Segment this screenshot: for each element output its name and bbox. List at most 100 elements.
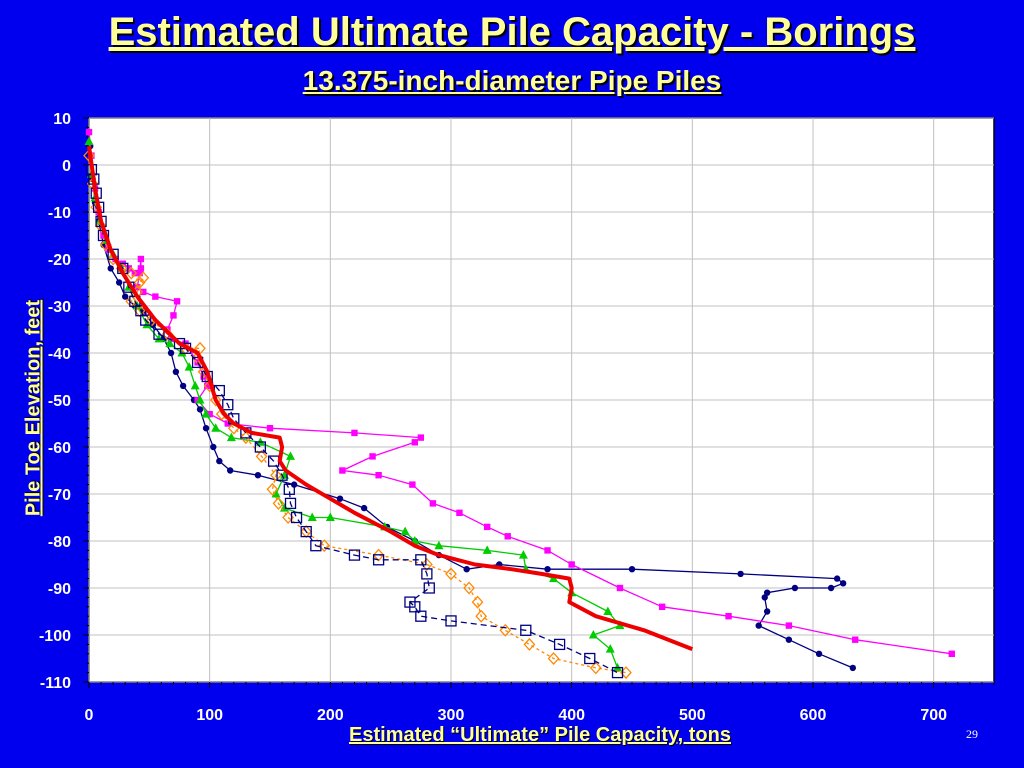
data-point xyxy=(605,644,615,653)
y-axis-label: Pile Toe Elevation, feet xyxy=(22,299,45,517)
data-point xyxy=(83,149,95,163)
data-point xyxy=(266,482,279,496)
data-point xyxy=(226,432,236,442)
data-point xyxy=(833,575,841,582)
data-point xyxy=(310,540,322,552)
data-point xyxy=(415,554,427,566)
data-point xyxy=(272,496,285,510)
data-point xyxy=(137,271,150,285)
data-point xyxy=(153,328,165,340)
data-point xyxy=(375,472,382,479)
data-point xyxy=(222,399,234,411)
data-point xyxy=(254,472,262,479)
y-tick-label: 10 xyxy=(53,111,71,128)
data-point xyxy=(351,429,358,437)
data-point xyxy=(201,409,211,418)
data-point xyxy=(815,650,823,657)
y-tick-label: -60 xyxy=(48,440,71,457)
data-point xyxy=(300,525,312,538)
data-point xyxy=(417,434,425,441)
data-point xyxy=(271,489,281,498)
data-point xyxy=(372,554,385,566)
data-point xyxy=(224,420,231,427)
data-point xyxy=(195,395,205,404)
data-point xyxy=(290,511,303,524)
data-point xyxy=(827,584,835,592)
data-point xyxy=(276,469,288,481)
series-line xyxy=(87,145,694,651)
data-point xyxy=(484,523,491,531)
data-point xyxy=(136,269,143,277)
data-point xyxy=(849,664,857,672)
data-point xyxy=(336,495,344,502)
data-point xyxy=(421,568,433,580)
data-point xyxy=(429,500,437,507)
data-point xyxy=(154,333,164,343)
data-point xyxy=(210,443,217,451)
x-tick-label: 500 xyxy=(679,707,706,724)
data-point xyxy=(348,549,361,561)
data-point xyxy=(216,457,223,465)
data-point xyxy=(589,661,602,675)
data-point xyxy=(737,570,744,578)
data-point xyxy=(170,312,177,319)
data-point xyxy=(456,509,463,516)
page-number: 29 xyxy=(966,727,978,741)
data-point xyxy=(184,362,194,371)
data-point xyxy=(409,481,416,488)
y-tick-label: -110 xyxy=(40,675,71,692)
data-point xyxy=(445,567,457,581)
x-tick-label: 700 xyxy=(920,707,947,724)
data-point xyxy=(611,666,624,679)
data-point xyxy=(165,338,175,348)
data-point xyxy=(190,380,200,390)
data-point xyxy=(307,512,317,521)
data-point xyxy=(445,615,457,627)
data-point xyxy=(763,608,771,615)
data-point xyxy=(167,335,175,343)
data-point xyxy=(475,609,488,623)
y-tick-label: -40 xyxy=(48,346,71,363)
data-point xyxy=(471,595,484,609)
data-point xyxy=(131,269,139,277)
y-tick-label: -100 xyxy=(39,628,71,645)
y-tick-label: -50 xyxy=(48,393,71,410)
data-point xyxy=(209,393,222,407)
data-point xyxy=(133,276,146,289)
data-point xyxy=(107,265,114,272)
data-point xyxy=(85,128,93,136)
data-point xyxy=(140,288,147,296)
x-tick-label: 0 xyxy=(85,707,94,724)
data-point xyxy=(763,589,771,596)
data-point xyxy=(791,584,799,592)
data-point xyxy=(107,248,119,260)
data-point xyxy=(283,483,295,495)
data-point xyxy=(84,136,94,145)
x-tick-label: 400 xyxy=(558,707,585,724)
data-point xyxy=(584,652,596,665)
data-point xyxy=(658,603,666,610)
data-point xyxy=(523,637,536,651)
data-point xyxy=(95,219,107,233)
data-point xyxy=(226,467,234,474)
data-point xyxy=(137,265,145,272)
data-point xyxy=(255,449,268,463)
y-tick-label: -30 xyxy=(48,299,71,316)
data-point xyxy=(603,606,613,615)
data-point xyxy=(125,265,133,272)
data-point xyxy=(409,601,421,613)
data-point xyxy=(284,497,297,510)
data-point xyxy=(420,558,433,571)
slide-subtitle: 13.375-inch-diameter Pipe Piles xyxy=(302,65,722,96)
y-tick-label: -20 xyxy=(48,252,71,269)
data-point xyxy=(177,348,187,357)
x-tick-label: 200 xyxy=(317,707,344,724)
data-point xyxy=(254,441,266,453)
data-point xyxy=(400,526,410,536)
data-point xyxy=(482,545,492,554)
data-point xyxy=(785,622,793,629)
data-point xyxy=(122,293,129,300)
data-point xyxy=(415,610,427,622)
data-point xyxy=(852,636,859,643)
